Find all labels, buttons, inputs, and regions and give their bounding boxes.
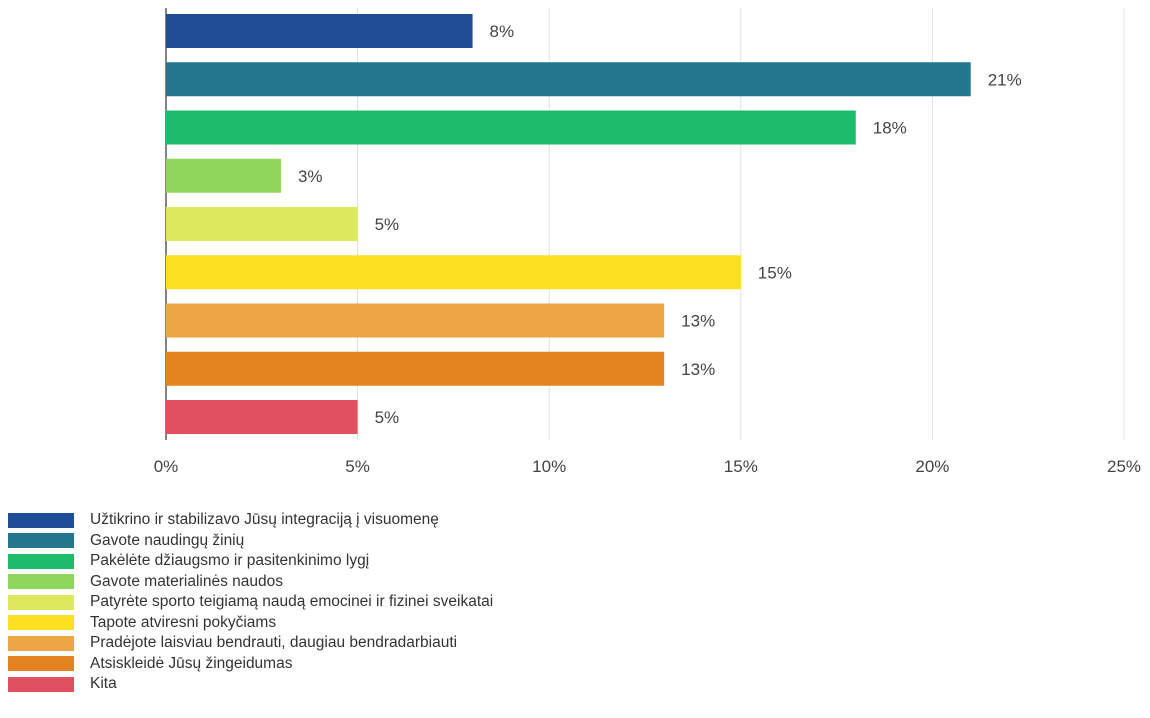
chart-legend: Užtikrino ir stabilizavo Jūsų integracij… (8, 510, 908, 695)
x-tick-label: 10% (532, 457, 566, 476)
legend-item: Užtikrino ir stabilizavo Jūsų integracij… (8, 510, 908, 531)
x-tick-label: 0% (154, 457, 179, 476)
legend-label: Kita (90, 675, 117, 693)
legend-item: Atsiskleidė Jūsų žingeidumas (8, 654, 908, 675)
legend-swatch (8, 676, 74, 692)
legend-item: Pakėlėte džiaugsmo ir pasitenkinimo lygį (8, 551, 908, 572)
bar-value-label: 13% (681, 360, 715, 379)
bar-chart: 8% 21% 18% 3% 5% 15% 13% 13% 5% 0% 5% 10% 15% 20% 25% (154, 8, 1141, 476)
bar (166, 351, 665, 386)
legend-label: Tapote atviresni pokyčiams (90, 613, 277, 631)
legend-swatch (8, 635, 74, 651)
x-tick-label: 25% (1107, 457, 1141, 476)
legend-label: Gavote naudingų žinių (90, 531, 245, 549)
bar (166, 14, 473, 48)
legend-label: Pakėlėte džiaugsmo ir pasitenkinimo lygį (90, 552, 370, 570)
legend-swatch (8, 553, 74, 569)
legend-item: Kita (8, 674, 908, 695)
legend-swatch (8, 594, 74, 610)
legend-swatch (8, 533, 74, 549)
bar-value-label: 21% (988, 70, 1022, 89)
data-labels: 8% 21% 18% 3% 5% 15% 13% 13% 5% (298, 22, 1022, 427)
x-tick-label: 15% (724, 457, 758, 476)
x-tick-label: 20% (915, 457, 949, 476)
bar (166, 400, 358, 434)
bar (166, 62, 971, 97)
bar (166, 207, 358, 241)
legend-label: Pradėjote laisviau bendrauti, daugiau be… (90, 634, 458, 652)
bar-value-label: 5% (375, 215, 400, 234)
bar-value-label: 8% (490, 22, 515, 41)
legend-item: Gavote naudingų žinių (8, 531, 908, 552)
legend-swatch (8, 512, 74, 528)
legend-label: Užtikrino ir stabilizavo Jūsų integracij… (90, 511, 439, 529)
legend-label: Patyrėte sporto teigiamą naudą emocinei … (90, 593, 494, 611)
legend-swatch (8, 574, 74, 590)
bar (166, 255, 741, 290)
x-tick-label: 5% (345, 457, 370, 476)
bar-value-label: 15% (758, 263, 792, 282)
bar (166, 303, 665, 338)
legend-item: Patyrėte sporto teigiamą naudą emocinei … (8, 592, 908, 613)
legend-label: Gavote materialinės naudos (90, 572, 284, 590)
legend-swatch (8, 656, 74, 672)
bar-value-label: 5% (375, 408, 400, 427)
bar-value-label: 3% (298, 167, 323, 186)
bar-value-label: 13% (681, 312, 715, 331)
bars (166, 14, 971, 434)
bar (166, 158, 281, 193)
legend-swatch (8, 615, 74, 631)
x-axis-ticks: 0% 5% 10% 15% 20% 25% (154, 457, 1141, 476)
legend-label: Atsiskleidė Jūsų žingeidumas (90, 654, 293, 672)
legend-item: Pradėjote laisviau bendrauti, daugiau be… (8, 633, 908, 654)
legend-item: Tapote atviresni pokyčiams (8, 613, 908, 634)
bar (166, 110, 856, 145)
bar-value-label: 18% (873, 119, 907, 138)
legend-item: Gavote materialinės naudos (8, 572, 908, 593)
